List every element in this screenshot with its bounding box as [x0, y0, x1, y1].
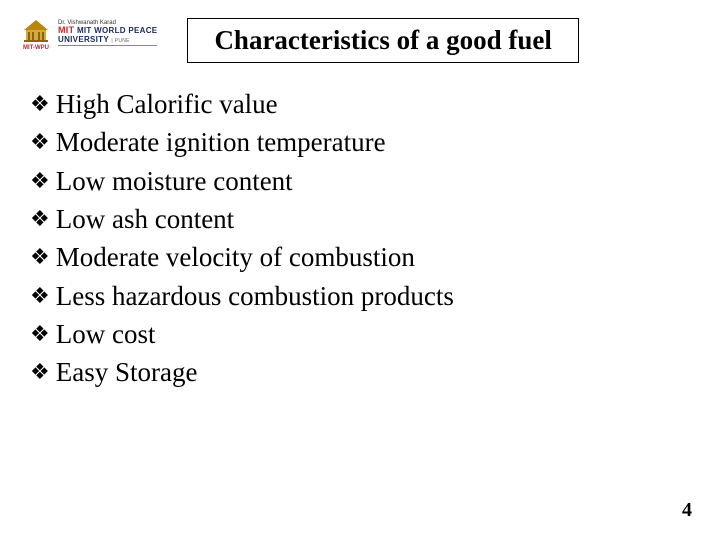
slide-title: Characteristics of a good fuel	[214, 25, 551, 56]
list-item: ❖Easy Storage	[30, 353, 690, 391]
list-item-text: High Calorific value	[56, 85, 278, 123]
logo-text-block: Dr. Vishwanath Karad MIT MIT WORLD PEACE…	[58, 20, 157, 46]
list-item-text: Low moisture content	[56, 162, 293, 200]
header: MIT-WPU Dr. Vishwanath Karad MIT MIT WOR…	[0, 0, 720, 63]
list-item: ❖Moderate ignition temperature	[30, 123, 690, 161]
diamond-bullet-icon: ❖	[30, 277, 50, 315]
diamond-bullet-icon: ❖	[30, 200, 50, 238]
list-item: ❖Moderate velocity of combustion	[30, 238, 690, 276]
diamond-bullet-icon: ❖	[30, 162, 50, 200]
list-item-text: Easy Storage	[56, 353, 198, 391]
list-item-text: Less hazardous combustion products	[56, 277, 454, 315]
logo-line-b: UNIVERSITY | PUNE	[58, 36, 157, 46]
list-item: ❖Low moisture content	[30, 162, 690, 200]
list-item-text: Moderate velocity of combustion	[56, 238, 415, 276]
list-item: ❖Low cost	[30, 315, 690, 353]
list-item: ❖High Calorific value	[30, 85, 690, 123]
diamond-bullet-icon: ❖	[30, 353, 50, 391]
bullet-list: ❖High Calorific value ❖Moderate ignition…	[30, 85, 690, 392]
content-area: ❖High Calorific value ❖Moderate ignition…	[0, 63, 720, 392]
logo-emblem-icon: MIT-WPU	[20, 16, 52, 50]
page-number: 4	[682, 499, 692, 522]
list-item: ❖Low ash content	[30, 200, 690, 238]
institution-logo: MIT-WPU Dr. Vishwanath Karad MIT MIT WOR…	[20, 16, 157, 50]
list-item-text: Moderate ignition temperature	[56, 123, 386, 161]
diamond-bullet-icon: ❖	[30, 123, 50, 161]
logo-mit-text: MIT-WPU	[23, 45, 49, 50]
list-item-text: Low ash content	[56, 200, 234, 238]
slide-title-box: Characteristics of a good fuel	[187, 18, 578, 63]
diamond-bullet-icon: ❖	[30, 85, 50, 123]
diamond-bullet-icon: ❖	[30, 315, 50, 353]
diamond-bullet-icon: ❖	[30, 238, 50, 276]
list-item: ❖Less hazardous combustion products	[30, 277, 690, 315]
list-item-text: Low cost	[56, 315, 156, 353]
